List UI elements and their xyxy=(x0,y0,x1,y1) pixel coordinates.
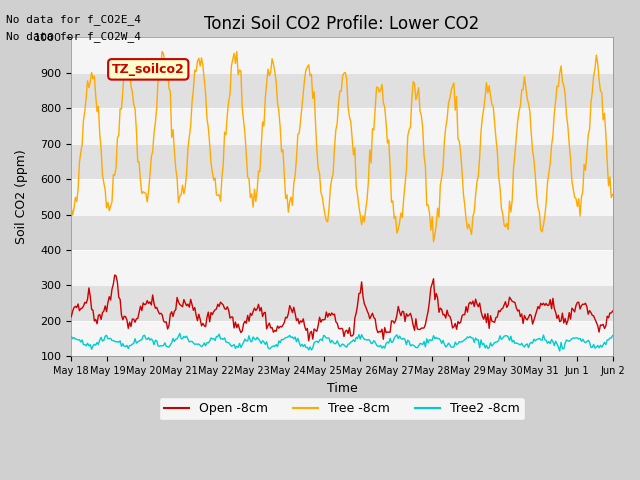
Tree -8cm xyxy=(609,192,616,197)
Bar xyxy=(71,215,612,250)
Tree2 -8cm xyxy=(556,348,564,354)
Line: Tree2 -8cm: Tree2 -8cm xyxy=(71,334,612,351)
Line: Tree -8cm: Tree -8cm xyxy=(71,51,612,242)
Tree2 -8cm xyxy=(410,342,417,348)
Tree -8cm xyxy=(283,192,291,198)
Title: Tonzi Soil CO2 Profile: Lower CO2: Tonzi Soil CO2 Profile: Lower CO2 xyxy=(204,15,479,33)
Y-axis label: Soil CO2 (ppm): Soil CO2 (ppm) xyxy=(15,149,28,244)
Open -8cm xyxy=(111,272,118,278)
Tree -8cm xyxy=(429,239,437,245)
Tree -8cm xyxy=(132,128,140,133)
Bar xyxy=(71,250,612,286)
Tree -8cm xyxy=(461,202,468,208)
Open -8cm xyxy=(134,315,141,321)
Tree -8cm xyxy=(67,204,75,210)
Tree2 -8cm xyxy=(245,333,253,338)
Bar xyxy=(71,73,612,108)
Bar xyxy=(71,37,612,73)
Bar xyxy=(71,144,612,179)
Text: No data for f_CO2E_4: No data for f_CO2E_4 xyxy=(6,14,141,25)
Tree2 -8cm xyxy=(176,331,184,336)
Tree2 -8cm xyxy=(462,336,470,342)
Bar xyxy=(71,286,612,321)
Tree -8cm xyxy=(158,48,166,54)
Tree -8cm xyxy=(245,176,253,182)
Text: TZ_soilco2: TZ_soilco2 xyxy=(112,63,184,76)
Open -8cm xyxy=(461,312,468,318)
Bar xyxy=(71,179,612,215)
Tree -8cm xyxy=(410,79,417,84)
Open -8cm xyxy=(609,308,616,314)
X-axis label: Time: Time xyxy=(326,382,357,395)
Open -8cm xyxy=(245,318,253,324)
Bar xyxy=(71,321,612,356)
Open -8cm xyxy=(283,315,291,321)
Tree2 -8cm xyxy=(609,333,616,338)
Legend: Open -8cm, Tree -8cm, Tree2 -8cm: Open -8cm, Tree -8cm, Tree2 -8cm xyxy=(159,397,525,420)
Line: Open -8cm: Open -8cm xyxy=(71,275,612,341)
Tree -8cm xyxy=(463,226,471,232)
Open -8cm xyxy=(67,314,75,320)
Open -8cm xyxy=(463,309,471,315)
Open -8cm xyxy=(305,338,312,344)
Tree2 -8cm xyxy=(67,334,75,339)
Text: No data for f_CO2W_4: No data for f_CO2W_4 xyxy=(6,31,141,42)
Tree2 -8cm xyxy=(283,335,291,340)
Tree2 -8cm xyxy=(460,338,467,344)
Bar xyxy=(71,108,612,144)
Tree2 -8cm xyxy=(132,340,140,346)
Open -8cm xyxy=(411,327,419,333)
